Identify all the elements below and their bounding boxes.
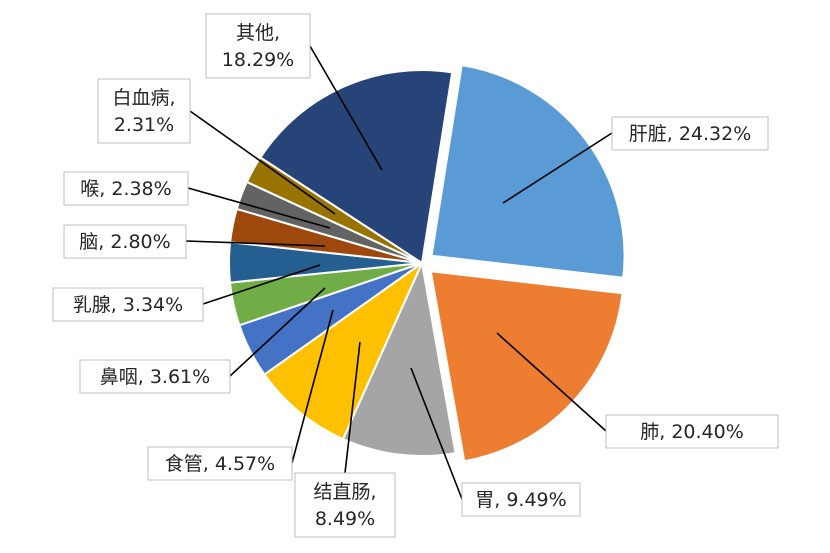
leader-line-脑	[185, 240, 326, 247]
leader-line-其他	[309, 45, 383, 171]
data-label-肺: 肺, 20.40%	[605, 414, 779, 449]
data-label-鼻咽: 鼻咽, 3.61%	[79, 359, 231, 394]
data-label-其他: 其他, 18.29%	[205, 13, 311, 79]
leader-line-喉	[187, 187, 331, 229]
pie-slice-肺	[429, 270, 624, 463]
data-label-text: 喉, 2.38%	[80, 178, 171, 200]
data-label-text: 肝脏, 24.32%	[629, 123, 752, 145]
data-label-text: 8.49%	[315, 508, 375, 530]
data-label-box	[147, 446, 293, 481]
data-label-box	[605, 414, 779, 449]
data-label-text: 乳腺, 3.34%	[73, 294, 183, 316]
data-label-box	[79, 359, 231, 394]
data-label-box	[63, 224, 187, 259]
data-label-box	[611, 116, 769, 151]
pie-slice-结直肠	[263, 260, 425, 441]
data-label-text: 结直肠,	[313, 481, 376, 503]
data-label-肝脏: 肝脏, 24.32%	[611, 116, 769, 151]
data-label-box	[294, 472, 396, 538]
data-label-text: 白血病,	[112, 87, 175, 109]
pie-slice-肝脏	[430, 63, 626, 279]
data-label-结直肠: 结直肠, 8.49%	[294, 472, 396, 538]
data-label-text: 鼻咽, 3.61%	[100, 366, 210, 388]
data-label-text: 2.31%	[114, 114, 174, 136]
leader-line-肺	[496, 332, 607, 432]
slices-layer	[228, 63, 626, 463]
leader-line-食管	[291, 309, 334, 464]
data-label-box	[97, 78, 191, 144]
leader-line-白血病	[189, 110, 336, 215]
data-label-胃: 胃, 9.49%	[461, 482, 581, 517]
data-labels-layer: 肝脏, 24.32% 肺, 20.40% 胃, 9.49% 结直肠, 8.49% 食管, …	[52, 13, 779, 538]
leader-line-结直肠	[344, 341, 361, 474]
leader-line-乳腺	[202, 264, 321, 305]
data-label-text: 其他,	[236, 22, 280, 44]
leader-line-胃	[410, 367, 463, 500]
data-label-白血病: 白血病, 2.31%	[97, 78, 191, 144]
data-label-box	[63, 171, 189, 206]
data-label-box	[205, 13, 311, 79]
data-label-text: 脑, 2.80%	[79, 231, 170, 253]
data-label-乳腺: 乳腺, 3.34%	[52, 287, 204, 322]
data-label-喉: 喉, 2.38%	[63, 171, 189, 206]
leader-line-肝脏	[502, 132, 613, 204]
data-label-box	[52, 287, 204, 322]
pie-slice-其他	[259, 69, 454, 265]
leader-lines-layer	[185, 45, 613, 500]
data-label-text: 肺, 20.40%	[640, 421, 744, 443]
data-label-text: 食管, 4.57%	[165, 453, 275, 475]
data-label-box	[461, 482, 581, 517]
data-label-text: 18.29%	[222, 49, 294, 71]
data-label-食管: 食管, 4.57%	[147, 446, 293, 481]
data-label-text: 胃, 9.49%	[475, 489, 566, 511]
pie-slice-胃	[341, 259, 457, 457]
data-label-脑: 脑, 2.80%	[63, 224, 187, 259]
leader-line-鼻咽	[229, 287, 326, 377]
